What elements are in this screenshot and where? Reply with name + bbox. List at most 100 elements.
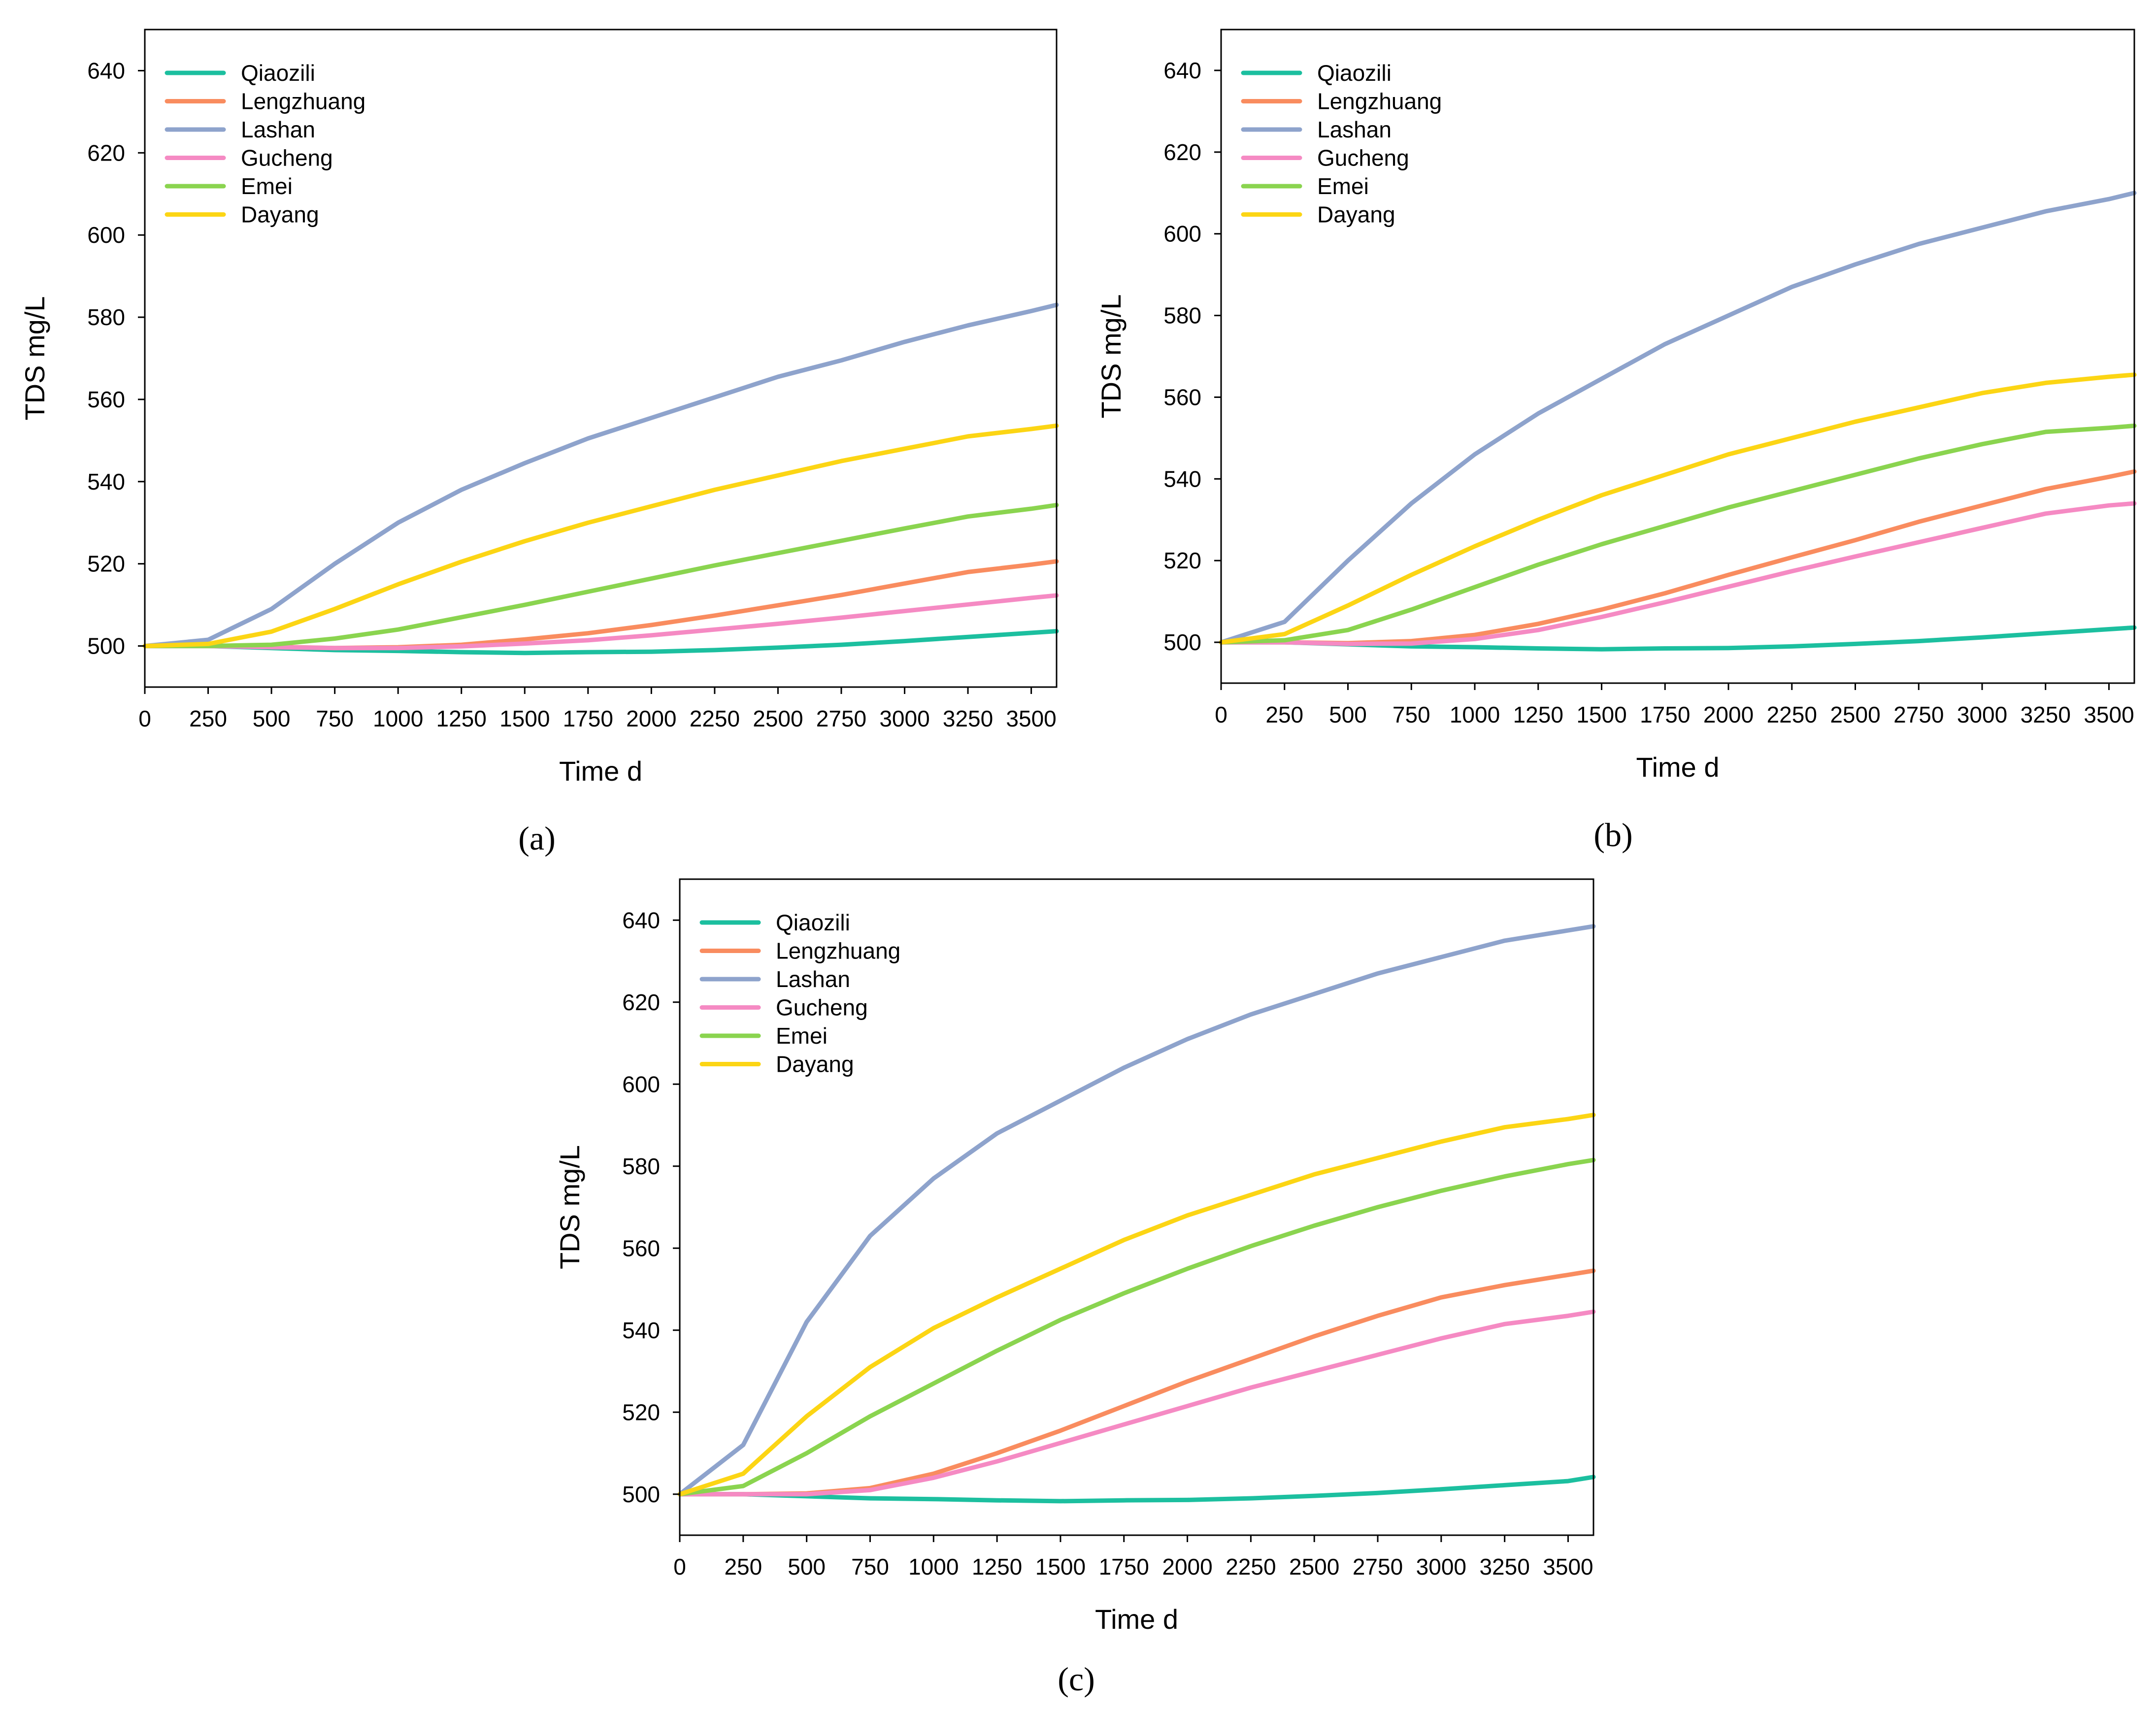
legend-label-emei: Emei bbox=[241, 173, 293, 199]
x-tick-label: 750 bbox=[851, 1554, 889, 1580]
y-tick-label: 540 bbox=[87, 469, 125, 494]
y-axis-title: TDS mg/L bbox=[554, 1145, 585, 1269]
x-tick-label: 250 bbox=[189, 706, 227, 731]
x-tick-label: 0 bbox=[138, 706, 151, 731]
y-tick-label: 640 bbox=[1163, 58, 1201, 83]
x-tick-label: 2750 bbox=[816, 706, 866, 731]
x-tick-label: 500 bbox=[253, 706, 291, 731]
legend-label-gucheng: Gucheng bbox=[776, 995, 868, 1021]
y-tick-label: 620 bbox=[622, 989, 660, 1015]
y-tick-label: 620 bbox=[87, 140, 125, 165]
x-tick-label: 1500 bbox=[499, 706, 550, 731]
y-tick-label: 620 bbox=[1163, 139, 1201, 165]
x-tick-label: 1750 bbox=[563, 706, 613, 731]
x-tick-label: 1500 bbox=[1035, 1554, 1086, 1580]
x-tick-label: 3500 bbox=[1543, 1554, 1593, 1580]
legend-label-gucheng: Gucheng bbox=[241, 145, 333, 171]
series-line-lashan bbox=[1219, 191, 2137, 645]
x-tick-label: 2250 bbox=[1767, 702, 1817, 727]
series-line-lashan bbox=[677, 924, 1596, 1497]
legend: QiaoziliLengzhuangLashanGuchengEmeiDayan… bbox=[165, 60, 365, 228]
x-tick-label: 500 bbox=[1329, 702, 1367, 727]
series-line-gucheng bbox=[142, 593, 1059, 651]
x-tick-label: 1250 bbox=[1513, 702, 1563, 727]
y-tick-label: 540 bbox=[1163, 466, 1201, 492]
x-tick-label: 3500 bbox=[1006, 706, 1056, 731]
y-tick-label: 580 bbox=[622, 1153, 660, 1179]
panel-label: (b) bbox=[1593, 816, 1632, 854]
y-tick-label: 520 bbox=[622, 1399, 660, 1425]
y-tick-label: 560 bbox=[87, 387, 125, 412]
legend-label-lashan: Lashan bbox=[241, 117, 315, 142]
x-tick-label: 1000 bbox=[1450, 702, 1500, 727]
series-line-gucheng bbox=[1219, 501, 2137, 646]
legend-label-gucheng: Gucheng bbox=[1317, 145, 1409, 171]
x-axis-title: Time d bbox=[1636, 752, 1719, 783]
x-tick-label: 3000 bbox=[1416, 1554, 1466, 1580]
legend-label-qiaozili: Qiaozili bbox=[776, 910, 850, 935]
x-tick-label: 2750 bbox=[1893, 702, 1944, 727]
x-tick-label: 2000 bbox=[1162, 1554, 1212, 1580]
legend-label-lengzhuang: Lengzhuang bbox=[241, 89, 365, 114]
series-line-lashan bbox=[142, 302, 1059, 649]
panel-c: 0 250 500 750 1000 1250 1500 1750 2000 2250 2500 27… bbox=[554, 878, 1596, 1698]
legend: QiaoziliLengzhuangLashanGuchengEmeiDayan… bbox=[699, 910, 900, 1077]
series-line-qiaozili bbox=[677, 1475, 1596, 1504]
plot-frame bbox=[1220, 29, 2135, 684]
legend-label-qiaozili: Qiaozili bbox=[1317, 60, 1392, 86]
x-tick-label: 1000 bbox=[373, 706, 423, 731]
x-tick-label: 2500 bbox=[1289, 1554, 1339, 1580]
series-line-emei bbox=[142, 502, 1059, 649]
legend-label-dayang: Dayang bbox=[241, 202, 319, 228]
y-tick-label: 600 bbox=[622, 1071, 660, 1097]
x-tick-label: 3500 bbox=[2084, 702, 2134, 727]
legend-label-emei: Emei bbox=[776, 1023, 828, 1049]
x-tick-label: 2250 bbox=[1226, 1554, 1276, 1580]
series-line-lengzhuang bbox=[1219, 469, 2137, 646]
series-line-emei bbox=[1219, 424, 2137, 645]
x-tick-label: 1750 bbox=[1099, 1554, 1149, 1580]
plot-frame bbox=[144, 29, 1058, 688]
series-line-lengzhuang bbox=[142, 559, 1059, 651]
x-tick-label: 1750 bbox=[1640, 702, 1690, 727]
x-tick-label: 750 bbox=[316, 706, 354, 731]
y-tick-label: 560 bbox=[622, 1235, 660, 1261]
x-tick-label: 1250 bbox=[972, 1554, 1022, 1580]
x-tick-label: 1500 bbox=[1576, 702, 1626, 727]
legend-label-dayang: Dayang bbox=[1317, 202, 1395, 228]
x-tick-label: 3000 bbox=[1957, 702, 2007, 727]
x-tick-label: 3250 bbox=[2021, 702, 2071, 727]
x-tick-label: 500 bbox=[788, 1554, 826, 1580]
panel-b: 0 250 500 750 1000 1250 1500 1750 2000 2250 2500 27… bbox=[1095, 29, 2137, 854]
series-line-lengzhuang bbox=[677, 1268, 1596, 1497]
y-tick-label: 580 bbox=[1163, 303, 1201, 329]
x-tick-label: 0 bbox=[673, 1554, 686, 1580]
y-tick-label: 640 bbox=[87, 58, 125, 83]
y-axis-title: TDS mg/L bbox=[19, 296, 50, 420]
x-tick-label: 250 bbox=[1265, 702, 1303, 727]
legend-label-emei: Emei bbox=[1317, 173, 1369, 199]
y-tick-label: 600 bbox=[87, 222, 125, 248]
x-tick-label: 750 bbox=[1393, 702, 1430, 727]
x-axis-title: Time d bbox=[1095, 1604, 1178, 1635]
legend-label-lashan: Lashan bbox=[776, 966, 850, 992]
x-tick-label: 3250 bbox=[943, 706, 993, 731]
y-tick-label: 540 bbox=[622, 1318, 660, 1343]
x-tick-label: 250 bbox=[724, 1554, 762, 1580]
y-tick-label: 600 bbox=[1163, 221, 1201, 247]
y-axis-title: TDS mg/L bbox=[1095, 294, 1127, 418]
series-line-dayang bbox=[677, 1113, 1596, 1497]
series-line-gucheng bbox=[677, 1309, 1596, 1497]
x-tick-label: 0 bbox=[1215, 702, 1227, 727]
x-tick-label: 2000 bbox=[1703, 702, 1754, 727]
y-tick-label: 560 bbox=[1163, 384, 1201, 410]
y-tick-label: 500 bbox=[87, 633, 125, 659]
y-tick-label: 640 bbox=[622, 907, 660, 933]
series-line-dayang bbox=[142, 423, 1059, 649]
legend-label-lengzhuang: Lengzhuang bbox=[776, 938, 900, 964]
x-tick-label: 2750 bbox=[1353, 1554, 1403, 1580]
plot-frame bbox=[679, 878, 1594, 1536]
x-tick-label: 3000 bbox=[879, 706, 929, 731]
x-tick-label: 1000 bbox=[908, 1554, 959, 1580]
